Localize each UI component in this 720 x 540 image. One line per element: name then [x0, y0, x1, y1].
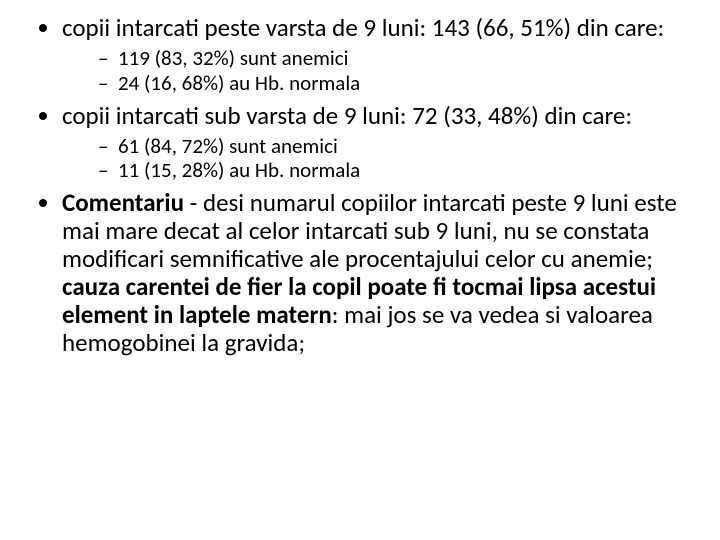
sub-over9-anemic: 119 (83, 32%) sunt anemici — [98, 46, 692, 71]
bullet-list-level1: copii intarcati peste varsta de 9 luni: … — [28, 14, 692, 357]
bullet-under-9-months: copii intarcati sub varsta de 9 luni: 72… — [62, 102, 692, 184]
bullet-under-9-months-text: copii intarcati sub varsta de 9 luni: 72… — [62, 100, 632, 131]
bullet-over-9-months: copii intarcati peste varsta de 9 luni: … — [62, 14, 692, 96]
slide-body: copii intarcati peste varsta de 9 luni: … — [0, 0, 720, 540]
sublist-over-9: 119 (83, 32%) sunt anemici 24 (16, 68%) … — [62, 46, 692, 96]
bullet-over-9-months-text: copii intarcati peste varsta de 9 luni: … — [62, 12, 664, 43]
bullet-commentary: Comentariu - desi numarul copiilor intar… — [62, 189, 692, 357]
sub-under9-normal: 11 (15, 28%) au Hb. normala — [98, 158, 692, 183]
commentary-lead: Comentariu — [62, 187, 184, 218]
sub-over9-normal: 24 (16, 68%) au Hb. normala — [98, 71, 692, 96]
sub-under9-anemic: 61 (84, 72%) sunt anemici — [98, 134, 692, 159]
sublist-under-9: 61 (84, 72%) sunt anemici 11 (15, 28%) a… — [62, 134, 692, 184]
